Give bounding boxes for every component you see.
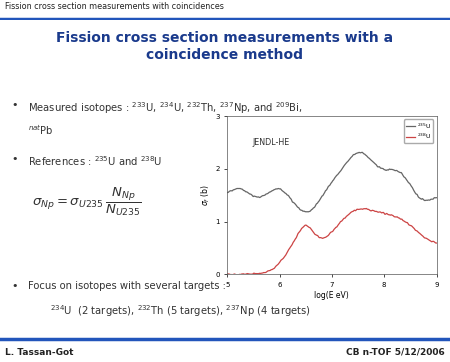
Text: $^{234}$U  (2 targets), $^{232}$Th (5 targets), $^{237}$Np (4 targets): $^{234}$U (2 targets), $^{232}$Th (5 tar…	[50, 303, 310, 319]
Text: CB n-TOF 5/12/2006: CB n-TOF 5/12/2006	[346, 348, 445, 357]
Text: •: •	[11, 281, 18, 291]
Text: JENDL-HE: JENDL-HE	[252, 138, 290, 147]
Text: $\sigma_{Np} = \sigma_{U235}\,\dfrac{N_{Np}}{N_{U235}}$: $\sigma_{Np} = \sigma_{U235}\,\dfrac{N_{…	[32, 186, 141, 218]
Y-axis label: $\sigma_f$ (b): $\sigma_f$ (b)	[200, 185, 212, 206]
Text: •: •	[11, 154, 18, 164]
Text: References : $^{235}$U and $^{238}$U: References : $^{235}$U and $^{238}$U	[28, 154, 162, 168]
X-axis label: log(E eV): log(E eV)	[315, 291, 349, 300]
Text: Fission cross section measurements with coincidences: Fission cross section measurements with …	[5, 3, 224, 12]
Text: Fission cross section measurements with a
coincidence method: Fission cross section measurements with …	[56, 31, 394, 62]
Legend: $^{235}$U, $^{238}$U: $^{235}$U, $^{238}$U	[404, 119, 433, 143]
Text: $^{nat}$Pb: $^{nat}$Pb	[28, 123, 54, 137]
Text: •: •	[11, 101, 18, 110]
Text: Measured isotopes : $^{233}$U, $^{234}$U, $^{232}$Th, $^{237}$Np, and $^{209}$Bi: Measured isotopes : $^{233}$U, $^{234}$U…	[28, 101, 303, 116]
Text: Focus on isotopes with several targets :: Focus on isotopes with several targets :	[28, 281, 226, 291]
Text: L. Tassan-Got: L. Tassan-Got	[5, 348, 74, 357]
